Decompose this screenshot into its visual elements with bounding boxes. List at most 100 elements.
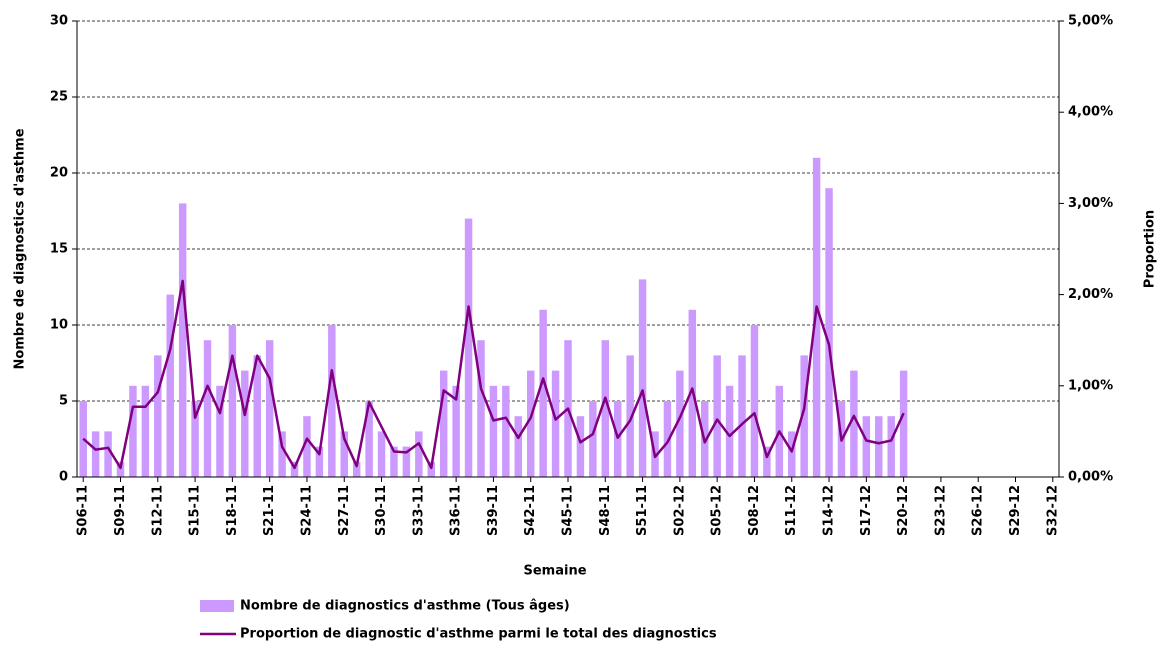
x-axis-title: Semaine — [523, 564, 586, 579]
x-tick-label: S45-11 — [561, 485, 576, 536]
bar — [514, 416, 523, 477]
legend-label: Nombre de diagnostics d'asthme (Tous âge… — [240, 599, 570, 614]
bar — [850, 370, 858, 477]
y2-tick-label: 4,00% — [1068, 105, 1113, 120]
y-tick-label: 25 — [50, 90, 68, 105]
x-tick-label: S02-12 — [672, 485, 687, 536]
x-tick-label: S18-11 — [225, 485, 240, 536]
y-tick-label: 30 — [50, 14, 68, 29]
bar — [788, 431, 796, 477]
bar — [452, 385, 460, 477]
x-tick-label: S42-11 — [523, 485, 538, 536]
bar — [253, 355, 261, 477]
y-tick-label: 5 — [59, 394, 68, 409]
bar — [489, 385, 498, 477]
bar — [812, 157, 821, 478]
bar — [576, 416, 585, 477]
x-tick-label: S30-11 — [374, 485, 389, 536]
x-tick-label: S39-11 — [486, 485, 501, 536]
bar — [278, 431, 286, 477]
x-tick-label: S48-11 — [598, 485, 613, 536]
bar — [713, 355, 721, 477]
x-tick-label: S36-11 — [449, 485, 464, 536]
bar — [390, 446, 398, 477]
bar — [191, 401, 199, 477]
x-tick-label: S15-11 — [188, 485, 203, 536]
bar — [402, 446, 411, 477]
bar — [800, 355, 808, 477]
bar — [589, 401, 597, 477]
bar — [738, 355, 746, 477]
y-tick-label: 20 — [50, 166, 68, 181]
x-tick-label: S26-12 — [971, 485, 986, 536]
bar — [477, 340, 485, 477]
bar — [415, 431, 423, 477]
bar — [427, 461, 435, 477]
bar — [328, 325, 336, 477]
line — [82, 279, 905, 470]
x-tick-label: S51-11 — [635, 485, 650, 536]
x-tick-label: S24-11 — [299, 485, 314, 536]
y-axis-title: Nombre de diagnostics d'asthme — [13, 128, 28, 369]
y2-tick-label: 5,00% — [1068, 14, 1113, 29]
x-tick-label: S12-11 — [150, 485, 165, 536]
bar — [166, 294, 174, 477]
x-tick-label: S23-12 — [933, 485, 948, 536]
x-tick-label: S14-12 — [822, 485, 837, 536]
bar — [875, 416, 883, 477]
y2-tick-label: 0,00% — [1068, 470, 1113, 485]
bar — [663, 401, 672, 477]
bar — [203, 340, 212, 477]
bar — [315, 446, 324, 477]
bar — [638, 279, 647, 477]
bar — [141, 385, 150, 477]
bar — [601, 340, 610, 477]
y-tick-label: 10 — [50, 318, 68, 333]
bar — [352, 461, 361, 477]
bar — [116, 461, 125, 477]
bar — [439, 370, 448, 477]
bar — [899, 370, 908, 477]
bar — [862, 416, 871, 477]
x-tick-label: S11-12 — [784, 485, 799, 536]
x-tick-label: S32-12 — [1045, 485, 1060, 536]
bar — [725, 385, 734, 477]
x-tick-label: S17-12 — [859, 485, 874, 536]
x-tick-label: S21-11 — [262, 485, 277, 536]
x-tick-label: S06-11 — [76, 485, 91, 536]
bar — [626, 355, 634, 477]
bar — [104, 431, 112, 477]
bar — [91, 431, 100, 477]
bar — [129, 385, 137, 477]
x-tick-label: S08-12 — [747, 485, 762, 536]
x-tick-label: S29-12 — [1008, 485, 1023, 536]
y2-tick-label: 1,00% — [1068, 378, 1113, 393]
x-tick-label: S05-12 — [710, 485, 725, 536]
y-tick-label: 15 — [50, 242, 68, 257]
bar — [154, 355, 162, 477]
bar — [228, 325, 237, 477]
legend-label: Proportion de diagnostic d'asthme parmi … — [240, 627, 717, 642]
bar — [763, 446, 771, 477]
bar — [365, 401, 373, 477]
bar — [303, 416, 311, 477]
bar — [551, 370, 560, 477]
bar — [265, 340, 274, 477]
bar — [887, 416, 895, 477]
bar — [241, 370, 249, 477]
bar — [502, 385, 510, 477]
bar — [216, 385, 224, 477]
x-tick-label: S09-11 — [113, 485, 128, 536]
bar — [676, 370, 684, 477]
bar — [750, 325, 759, 477]
legend-swatch — [200, 600, 234, 612]
bar — [539, 309, 547, 477]
x-tick-label: S33-11 — [411, 485, 426, 536]
y2-tick-label: 3,00% — [1068, 196, 1113, 211]
bar — [377, 431, 386, 477]
x-tick-label: S27-11 — [337, 485, 352, 536]
bar — [178, 203, 187, 477]
bar — [290, 461, 299, 477]
bar — [526, 370, 535, 477]
